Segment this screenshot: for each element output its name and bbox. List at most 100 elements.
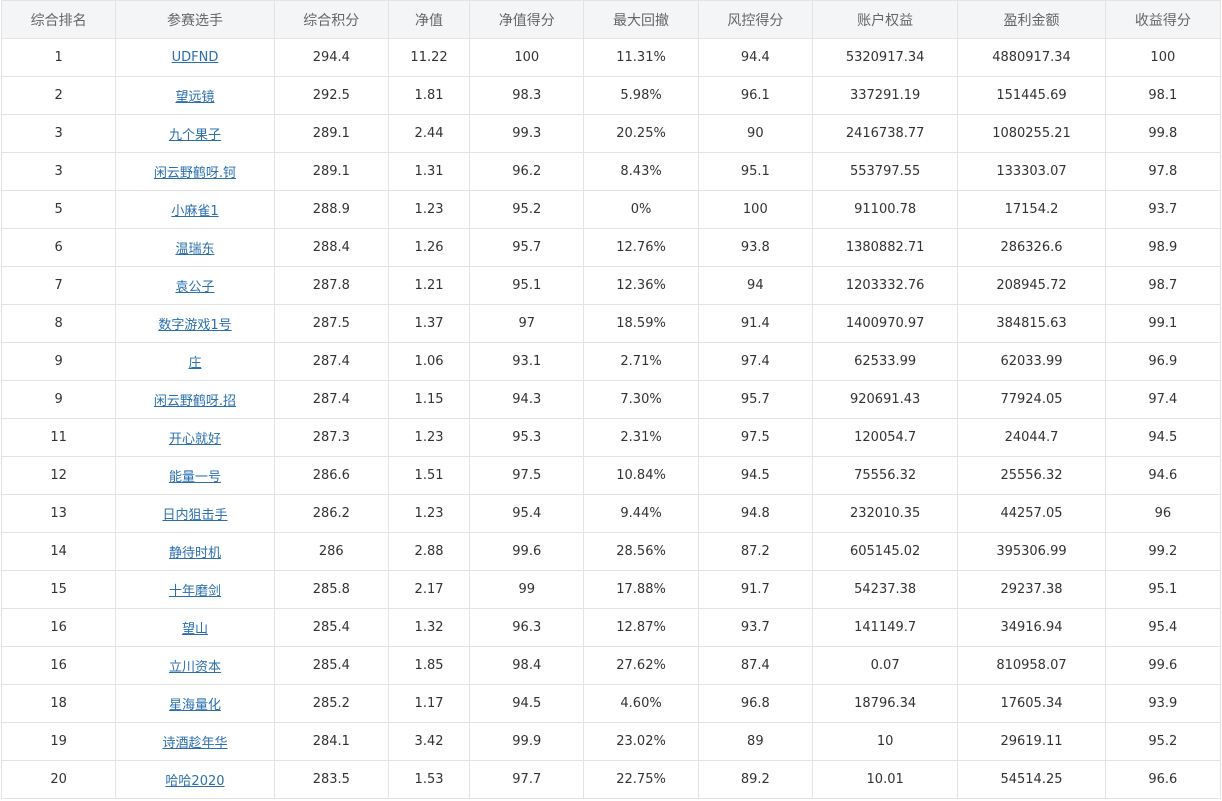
cell-return-score: 99.6: [1104, 646, 1222, 685]
cell-net-value-score: 93.1: [469, 342, 585, 381]
cell-total-score: 284.1: [273, 722, 389, 761]
cell-net-value: 1.26: [387, 228, 471, 267]
cell-rank: 20: [0, 760, 117, 799]
header-profit-amount[interactable]: 盈利金额: [957, 0, 1106, 39]
player-link[interactable]: 九个果子: [168, 128, 221, 143]
cell-total-score: 287.4: [273, 342, 389, 381]
cell-net-value: 1.23: [387, 190, 471, 229]
player-link[interactable]: 数字游戏1号: [158, 318, 232, 333]
cell-risk-score: 96.1: [697, 76, 813, 115]
cell-profit-amount: 286326.6: [957, 228, 1106, 267]
cell-max-drawdown: 18.59%: [583, 304, 699, 343]
header-total-score[interactable]: 综合积分: [273, 0, 389, 39]
cell-max-drawdown: 0%: [583, 190, 699, 229]
cell-rank: 9: [0, 342, 117, 381]
cell-player: 九个果子: [115, 114, 275, 153]
cell-net-value: 1.81: [387, 76, 471, 115]
player-link[interactable]: 闲云野鹤呀.钶: [153, 166, 237, 181]
player-link[interactable]: 望山: [181, 622, 208, 637]
table-row: 2 望远镜 292.5 1.81 98.3 5.98% 96.1 337291.19 15144…: [0, 76, 1222, 115]
table-row: 15 十年磨剑 285.8 2.17 99 17.88% 91.7 54237.38 29237…: [0, 570, 1222, 609]
cell-max-drawdown: 27.62%: [583, 646, 699, 685]
cell-total-score: 285.4: [273, 608, 389, 647]
header-account-equity[interactable]: 账户权益: [811, 0, 959, 39]
cell-return-score: 94.6: [1104, 456, 1222, 495]
cell-account-equity: 62533.99: [811, 342, 959, 381]
cell-return-score: 100: [1104, 38, 1222, 77]
cell-total-score: 285.2: [273, 684, 389, 723]
cell-player: 望远镜: [115, 76, 275, 115]
player-link[interactable]: 日内狙击手: [162, 508, 228, 523]
cell-player: 小麻雀1: [115, 190, 275, 229]
cell-max-drawdown: 12.36%: [583, 266, 699, 305]
cell-max-drawdown: 9.44%: [583, 494, 699, 533]
cell-total-score: 289.1: [273, 114, 389, 153]
table-body: 1 UDFND 294.4 11.22 100 11.31% 94.4 5320917.34 4…: [0, 38, 1222, 799]
player-link[interactable]: 望远镜: [175, 90, 215, 105]
player-link[interactable]: 诗酒趁年华: [162, 736, 228, 751]
cell-net-value: 1.53: [387, 760, 471, 799]
header-return-score[interactable]: 收益得分: [1104, 0, 1222, 39]
cell-rank: 8: [0, 304, 117, 343]
player-link[interactable]: 温瑞东: [175, 242, 215, 257]
player-link[interactable]: 袁公子: [175, 280, 215, 295]
cell-account-equity: 75556.32: [811, 456, 959, 495]
cell-profit-amount: 24044.7: [957, 418, 1106, 457]
player-link[interactable]: 立川资本: [168, 660, 221, 675]
cell-account-equity: 10: [811, 722, 959, 761]
cell-rank: 9: [0, 380, 117, 419]
player-link[interactable]: 静待时机: [168, 546, 221, 561]
cell-max-drawdown: 2.71%: [583, 342, 699, 381]
player-link[interactable]: 哈哈2020: [165, 774, 225, 789]
table-row: 7 袁公子 287.8 1.21 95.1 12.36% 94 1203332.76 20894…: [0, 266, 1222, 305]
cell-risk-score: 93.8: [697, 228, 813, 267]
cell-return-score: 96.6: [1104, 760, 1222, 799]
cell-account-equity: 232010.35: [811, 494, 959, 533]
table-header-row: 综合排名 参赛选手 综合积分 净值 净值得分 最大回撤 风控得分 账户权益 盈利…: [0, 0, 1222, 39]
cell-net-value-score: 95.7: [469, 228, 585, 267]
cell-net-value-score: 96.3: [469, 608, 585, 647]
cell-net-value-score: 98.4: [469, 646, 585, 685]
cell-net-value-score: 97: [469, 304, 585, 343]
cell-account-equity: 920691.43: [811, 380, 959, 419]
cell-profit-amount: 395306.99: [957, 532, 1106, 571]
cell-risk-score: 87.2: [697, 532, 813, 571]
cell-net-value-score: 96.2: [469, 152, 585, 191]
player-link[interactable]: UDFND: [171, 50, 219, 65]
cell-player: 日内狙击手: [115, 494, 275, 533]
cell-player: 闲云野鹤呀.招: [115, 380, 275, 419]
cell-total-score: 285.4: [273, 646, 389, 685]
header-risk-score[interactable]: 风控得分: [697, 0, 813, 39]
header-player[interactable]: 参赛选手: [115, 0, 275, 39]
cell-risk-score: 97.4: [697, 342, 813, 381]
cell-net-value-score: 95.4: [469, 494, 585, 533]
cell-account-equity: 553797.55: [811, 152, 959, 191]
cell-return-score: 93.7: [1104, 190, 1222, 229]
cell-player: 袁公子: [115, 266, 275, 305]
table-row: 5 小麻雀1 288.9 1.23 95.2 0% 100 91100.78 17154.2 93…: [0, 190, 1222, 229]
header-rank[interactable]: 综合排名: [0, 0, 117, 39]
player-link[interactable]: 星海量化: [168, 698, 221, 713]
cell-net-value-score: 99.3: [469, 114, 585, 153]
cell-return-score: 98.1: [1104, 76, 1222, 115]
player-link[interactable]: 开心就好: [168, 432, 221, 447]
header-max-drawdown[interactable]: 最大回撤: [583, 0, 699, 39]
cell-max-drawdown: 12.76%: [583, 228, 699, 267]
player-link[interactable]: 十年磨剑: [168, 584, 221, 599]
header-net-value[interactable]: 净值: [387, 0, 471, 39]
table-row: 6 温瑞东 288.4 1.26 95.7 12.76% 93.8 1380882.71 286…: [0, 228, 1222, 267]
player-link[interactable]: 庄: [188, 356, 202, 371]
player-link[interactable]: 闲云野鹤呀.招: [153, 394, 237, 409]
cell-risk-score: 89: [697, 722, 813, 761]
player-link[interactable]: 能量一号: [168, 470, 221, 485]
cell-account-equity: 91100.78: [811, 190, 959, 229]
cell-profit-amount: 62033.99: [957, 342, 1106, 381]
header-net-value-score[interactable]: 净值得分: [469, 0, 585, 39]
cell-player: UDFND: [115, 38, 275, 77]
player-link[interactable]: 小麻雀1: [171, 204, 219, 219]
cell-player: 十年磨剑: [115, 570, 275, 609]
cell-net-value-score: 98.3: [469, 76, 585, 115]
cell-return-score: 97.4: [1104, 380, 1222, 419]
cell-max-drawdown: 4.60%: [583, 684, 699, 723]
